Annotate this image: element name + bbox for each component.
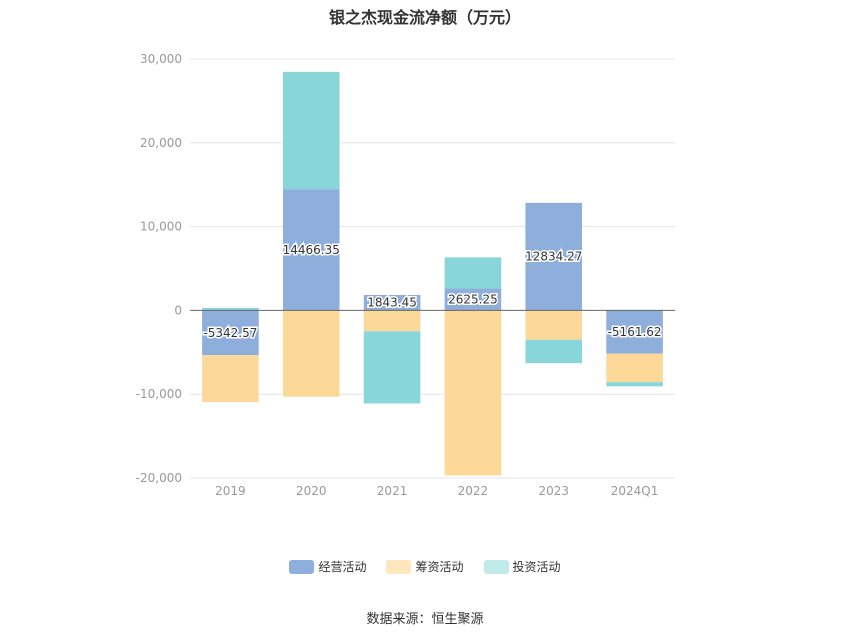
data-label: 2625.25: [448, 292, 498, 306]
bar-1-2024Q1: [606, 353, 663, 383]
label-layer: -5342.57 14466.35 1843.45 2625.25 12834.27 -5…: [202, 241, 663, 341]
legend-label-financing: 筹资活动: [415, 560, 464, 574]
bar-1-2022: [444, 310, 502, 476]
source-note: 数据来源：恒生聚源: [366, 612, 484, 627]
grid-layer: [190, 58, 675, 479]
y-tick-label: -20,000: [136, 471, 182, 485]
bar-2-2024Q1: [606, 382, 663, 387]
data-label: 12834.27: [525, 250, 582, 264]
legend-item-financing[interactable]: 筹资活动: [386, 558, 464, 575]
legend-swatch-financing: [386, 559, 412, 574]
bar-0-2023: [525, 202, 583, 311]
bar-0-2019: [202, 310, 259, 356]
bar-0-2024Q1: [606, 310, 663, 354]
bar-2-2019: [202, 307, 259, 311]
bar-2-2022: [444, 257, 502, 289]
y-tick-label: 30,000: [140, 52, 182, 66]
data-label: 14466.35: [283, 243, 340, 257]
bar-0-2021: [363, 294, 421, 311]
legend-item-investing[interactable]: 投资活动: [483, 558, 561, 575]
bar-1-2019: [202, 355, 259, 403]
y-tick-label: 20,000: [140, 136, 182, 150]
x-tick-label: 2021: [377, 484, 408, 498]
data-label: -5161.62: [608, 325, 662, 339]
y-tick-label: 10,000: [140, 220, 182, 234]
bar-layer: [202, 71, 663, 476]
legend-label-investing: 投资活动: [512, 560, 561, 574]
x-tick-label: 2023: [538, 484, 569, 498]
x-tick-label: 2022: [458, 484, 489, 498]
axis-layer: 30,000 20,000 10,000 0 -10,000 -20,000 2019 202…: [136, 52, 675, 498]
bar-2-2020: [282, 71, 340, 190]
bar-2-2023: [525, 339, 583, 364]
bar-0-2020: [282, 189, 340, 311]
bar-1-2021: [363, 310, 421, 332]
data-label: -5342.57: [203, 326, 257, 340]
x-tick-label: 2019: [215, 484, 246, 498]
legend-swatch-investing: [483, 559, 509, 574]
bar-1-2020: [282, 310, 340, 397]
data-label: 1843.45: [367, 296, 417, 310]
legend-swatch-operating: [289, 559, 315, 574]
bar-2-2021: [363, 331, 421, 404]
legend-item-operating[interactable]: 经营活动: [289, 558, 366, 575]
x-tick-label: 2020: [296, 484, 327, 498]
y-tick-label: -10,000: [136, 387, 182, 401]
bar-1-2023: [525, 310, 583, 340]
bar-0-2022: [444, 288, 502, 311]
legend: 经营活动 筹资活动 投资活动: [0, 558, 850, 575]
x-tick-label: 2024Q1: [611, 484, 659, 498]
chart-title: 银之杰现金流净额（万元）: [328, 8, 521, 27]
legend-label-operating: 经营活动: [318, 560, 367, 574]
y-tick-label: 0: [174, 303, 182, 317]
